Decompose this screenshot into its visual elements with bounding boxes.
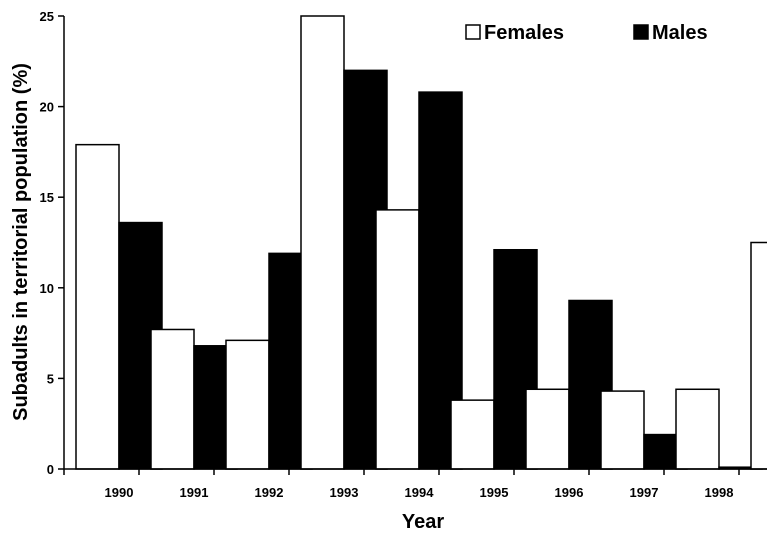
bar-females-1996 xyxy=(525,388,570,470)
bars-group xyxy=(75,15,767,470)
x-tick-label-1996: 1996 xyxy=(555,485,584,500)
x-ticks-group: 1990199119921993199419951996199719981999 xyxy=(63,469,740,500)
legend-swatch-males xyxy=(633,24,649,40)
x-tick-label-1997: 1997 xyxy=(630,485,659,500)
bar-females-1999 xyxy=(750,241,767,470)
legend: Females Males xyxy=(465,22,708,44)
x-tick-label-1994: 1994 xyxy=(405,485,435,500)
bar-females-1997 xyxy=(600,390,645,470)
legend-label-females: Females xyxy=(484,22,564,44)
bar-females-1998 xyxy=(675,388,720,470)
x-axis-title: Year xyxy=(402,511,444,533)
y-axis-title: Subadults in territorial population (%) xyxy=(10,63,32,421)
x-tick-label-1991: 1991 xyxy=(180,485,209,500)
legend-swatch-females xyxy=(465,24,481,40)
y-tick-label-10: 10 xyxy=(40,281,54,296)
y-tick-label-20: 20 xyxy=(40,100,54,115)
x-tick-label-1995: 1995 xyxy=(480,485,509,500)
x-tick-label-1990: 1990 xyxy=(105,485,134,500)
bar-females-1994 xyxy=(375,209,420,470)
legend-label-males: Males xyxy=(652,22,708,44)
x-tick-label-1998: 1998 xyxy=(705,485,734,500)
y-ticks-group: 0 5 10 15 20 25 xyxy=(40,9,64,477)
y-tick-label-15: 15 xyxy=(40,190,54,205)
bar-females-1990 xyxy=(75,143,120,470)
x-tick-label-1992: 1992 xyxy=(255,485,284,500)
bar-females-1992 xyxy=(225,339,270,470)
y-tick-label-25: 25 xyxy=(40,9,54,24)
bar-females-1991 xyxy=(150,328,195,470)
bar-females-1993 xyxy=(300,15,345,470)
bar-females-1995 xyxy=(450,399,495,470)
y-tick-label-0: 0 xyxy=(47,462,54,477)
x-tick-label-1993: 1993 xyxy=(330,485,359,500)
y-tick-label-5: 5 xyxy=(47,371,54,386)
